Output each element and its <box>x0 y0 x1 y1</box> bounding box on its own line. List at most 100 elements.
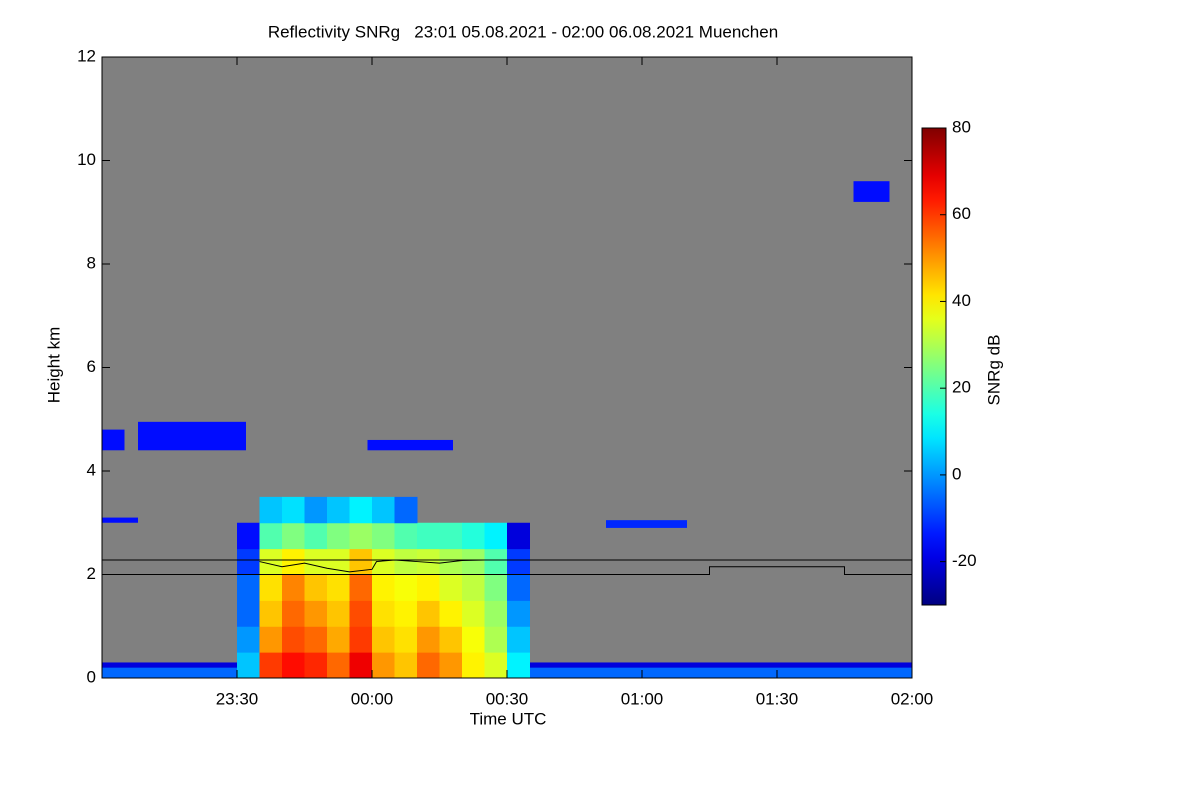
heatmap-cell <box>349 600 373 627</box>
heatmap-cell <box>372 522 395 550</box>
heatmap-cell <box>507 626 530 653</box>
heatmap-cell <box>327 496 350 524</box>
plot-area <box>102 181 912 678</box>
heatmap-cell <box>372 626 395 653</box>
heatmap-cell <box>282 652 305 678</box>
echo-patch <box>102 517 138 523</box>
heatmap-cell <box>349 496 373 524</box>
heatmap-cell <box>462 574 485 601</box>
y-tick-label: 0 <box>87 667 96 686</box>
heatmap-cell <box>372 574 395 601</box>
heatmap-cell <box>507 600 530 627</box>
heatmap-cell <box>484 652 508 678</box>
x-tick-label: 02:00 <box>891 689 934 708</box>
heatmap-cell <box>237 626 260 653</box>
x-tick-label: 23:30 <box>216 689 259 708</box>
heatmap-cell <box>394 548 418 575</box>
boundary-line <box>259 559 507 573</box>
heatmap-cell <box>417 600 440 627</box>
chart-title: Reflectivity SNRg 23:01 05.08.2021 - 02:… <box>268 22 778 41</box>
heatmap-cell <box>349 548 373 575</box>
colorbar-tick-label: 40 <box>952 291 971 310</box>
heatmap-cell <box>462 600 485 627</box>
heatmap-cell <box>327 522 350 550</box>
heatmap-cell <box>349 652 373 678</box>
heatmap-cell <box>417 522 440 550</box>
y-tick-label: 10 <box>77 150 96 169</box>
heatmap-cell <box>394 496 418 524</box>
heatmap-cell <box>327 574 350 601</box>
x-tick-label: 00:00 <box>351 689 394 708</box>
heatmap-cell <box>417 652 440 678</box>
echo-patch <box>138 421 246 451</box>
heatmap-cell <box>484 600 508 627</box>
heatmap-cell <box>259 652 283 678</box>
y-tick-label: 12 <box>77 46 96 65</box>
heatmap-cell <box>372 652 395 678</box>
heatmap-cell <box>372 600 395 627</box>
heatmap-cell <box>327 626 350 653</box>
heatmap-cell <box>259 626 283 653</box>
heatmap-cell <box>417 574 440 601</box>
y-tick-label: 2 <box>87 564 96 583</box>
colorbar-tick-label: 80 <box>952 117 971 136</box>
heatmap-cell <box>282 548 305 575</box>
colorbar-tick-label: 0 <box>952 464 961 483</box>
echo-patch <box>102 429 125 451</box>
heatmap-cell <box>237 600 260 627</box>
heatmap-cell <box>507 548 530 575</box>
colorbar-label: SNRg dB <box>984 335 1003 406</box>
heatmap-cell <box>484 522 508 550</box>
heatmap-cell <box>462 522 485 550</box>
echo-patch <box>367 439 453 451</box>
heatmap-cell <box>417 626 440 653</box>
heatmap-cell <box>484 626 508 653</box>
heatmap-cell <box>304 652 328 678</box>
heatmap-cell <box>304 496 328 524</box>
heatmap-cell <box>394 652 418 678</box>
x-axis-label: Time UTC <box>470 709 547 728</box>
colorbar-tick-label: 20 <box>952 378 971 397</box>
boundary-line <box>102 566 912 575</box>
heatmap-cell <box>462 548 485 575</box>
heatmap-cell <box>394 626 418 653</box>
heatmap-cell <box>507 574 530 601</box>
heatmap-cell <box>394 600 418 627</box>
heatmap-cell <box>304 522 328 550</box>
colorbar-tick-label: -20 <box>952 551 977 570</box>
heatmap-cell <box>439 652 463 678</box>
colorbar <box>921 127 947 606</box>
heatmap-cell <box>507 652 530 678</box>
heatmap-cell <box>349 626 373 653</box>
heatmap-cell <box>237 522 260 550</box>
x-tick-label: 00:30 <box>486 689 529 708</box>
heatmap-cell <box>282 496 305 524</box>
heatmap-cell <box>327 600 350 627</box>
heatmap-cell <box>282 574 305 601</box>
y-tick-label: 6 <box>87 357 96 376</box>
heatmap-cell <box>304 548 328 575</box>
heatmap-cell <box>259 574 283 601</box>
echo-patch <box>853 181 890 202</box>
heatmap-cell <box>237 652 260 678</box>
heatmap-cell <box>349 574 373 601</box>
heatmap-cell <box>349 522 373 550</box>
heatmap-cell <box>327 548 350 575</box>
heatmap-cell <box>372 548 395 575</box>
y-tick-label: 4 <box>87 460 96 479</box>
y-axis-label: Height km <box>44 327 63 404</box>
heatmap-cell <box>439 626 463 653</box>
x-tick-label: 01:00 <box>621 689 664 708</box>
heatmap-cell <box>507 522 530 550</box>
heatmap-cell <box>259 548 283 575</box>
heatmap-cell <box>439 574 463 601</box>
heatmap-cell <box>259 600 283 627</box>
echo-patch <box>606 520 687 528</box>
heatmap-cell <box>259 522 283 550</box>
heatmap-cell <box>304 574 328 601</box>
heatmap-cell <box>282 626 305 653</box>
heatmap-cell <box>439 522 463 550</box>
heatmap-cell <box>394 574 418 601</box>
x-tick-label: 01:30 <box>756 689 799 708</box>
